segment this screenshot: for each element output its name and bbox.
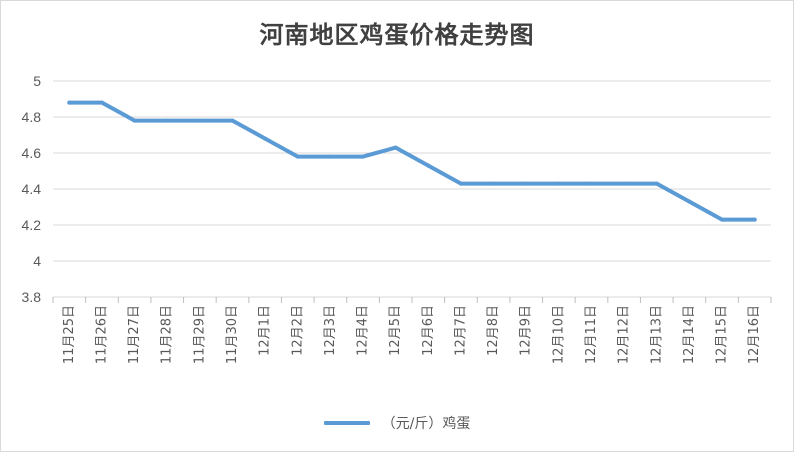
data-point: [752, 217, 757, 222]
x-tick-label: 12月7日: [453, 305, 468, 356]
x-tick-label: 12月10日: [551, 305, 566, 364]
data-point: [295, 154, 300, 159]
y-tick-label: 4.8: [22, 109, 42, 125]
x-tick-label: 12月5日: [388, 305, 403, 356]
x-tick-label: 12月4日: [356, 305, 371, 356]
x-tick-label: 11月28日: [160, 305, 175, 364]
legend-label: （元/斤）鸡蛋: [381, 416, 471, 432]
data-point: [491, 181, 496, 186]
x-tick-label: 12月9日: [519, 305, 534, 356]
x-tick-label: 11月29日: [192, 305, 207, 364]
x-tick-label: 12月6日: [421, 305, 436, 356]
data-point: [197, 118, 202, 123]
legend-line-swatch: [323, 421, 370, 425]
y-tick-label: 5: [33, 73, 41, 89]
x-tick-label: 12月12日: [617, 305, 632, 364]
x-tick-label: 11月26日: [94, 305, 109, 364]
data-point: [361, 154, 366, 159]
data-point: [230, 118, 235, 123]
x-tick-label: 12月14日: [682, 305, 697, 364]
data-point: [622, 181, 627, 186]
data-point: [67, 100, 72, 105]
y-tick-label: 4.4: [22, 181, 42, 197]
x-tick-label: 11月25日: [62, 305, 77, 364]
x-tick-label: 12月3日: [323, 305, 338, 356]
y-tick-label: 4.2: [22, 217, 42, 233]
data-point: [687, 199, 692, 204]
y-tick-label: 3.8: [22, 289, 42, 305]
data-point: [589, 181, 594, 186]
x-tick-label: 12月8日: [486, 305, 501, 356]
y-tick-label: 4.6: [22, 145, 42, 161]
data-point: [328, 154, 333, 159]
data-point: [458, 181, 463, 186]
x-tick-label: 12月16日: [747, 305, 762, 364]
data-point: [165, 118, 170, 123]
x-tick-label: 12月11日: [584, 305, 599, 364]
data-point: [720, 217, 725, 222]
data-point: [99, 100, 104, 105]
data-point: [524, 181, 529, 186]
x-tick-label: 12月2日: [290, 305, 305, 356]
data-point: [426, 163, 431, 168]
x-tick-label: 11月30日: [225, 305, 240, 364]
chart-title: 河南地区鸡蛋价格走势图: [259, 20, 535, 49]
x-tick-label: 12月13日: [649, 305, 664, 364]
data-point: [263, 136, 268, 141]
data-point: [393, 145, 398, 150]
data-point: [556, 181, 561, 186]
chart-legend: （元/斤）鸡蛋: [1, 413, 793, 433]
series-line: [67, 100, 757, 222]
data-point: [132, 118, 137, 123]
x-tick-label: 11月27日: [127, 305, 142, 364]
data-point: [654, 181, 659, 186]
x-tick-label: 12月15日: [715, 305, 730, 364]
x-tick-label: 12月1日: [258, 305, 273, 356]
y-tick-label: 4: [33, 253, 41, 269]
